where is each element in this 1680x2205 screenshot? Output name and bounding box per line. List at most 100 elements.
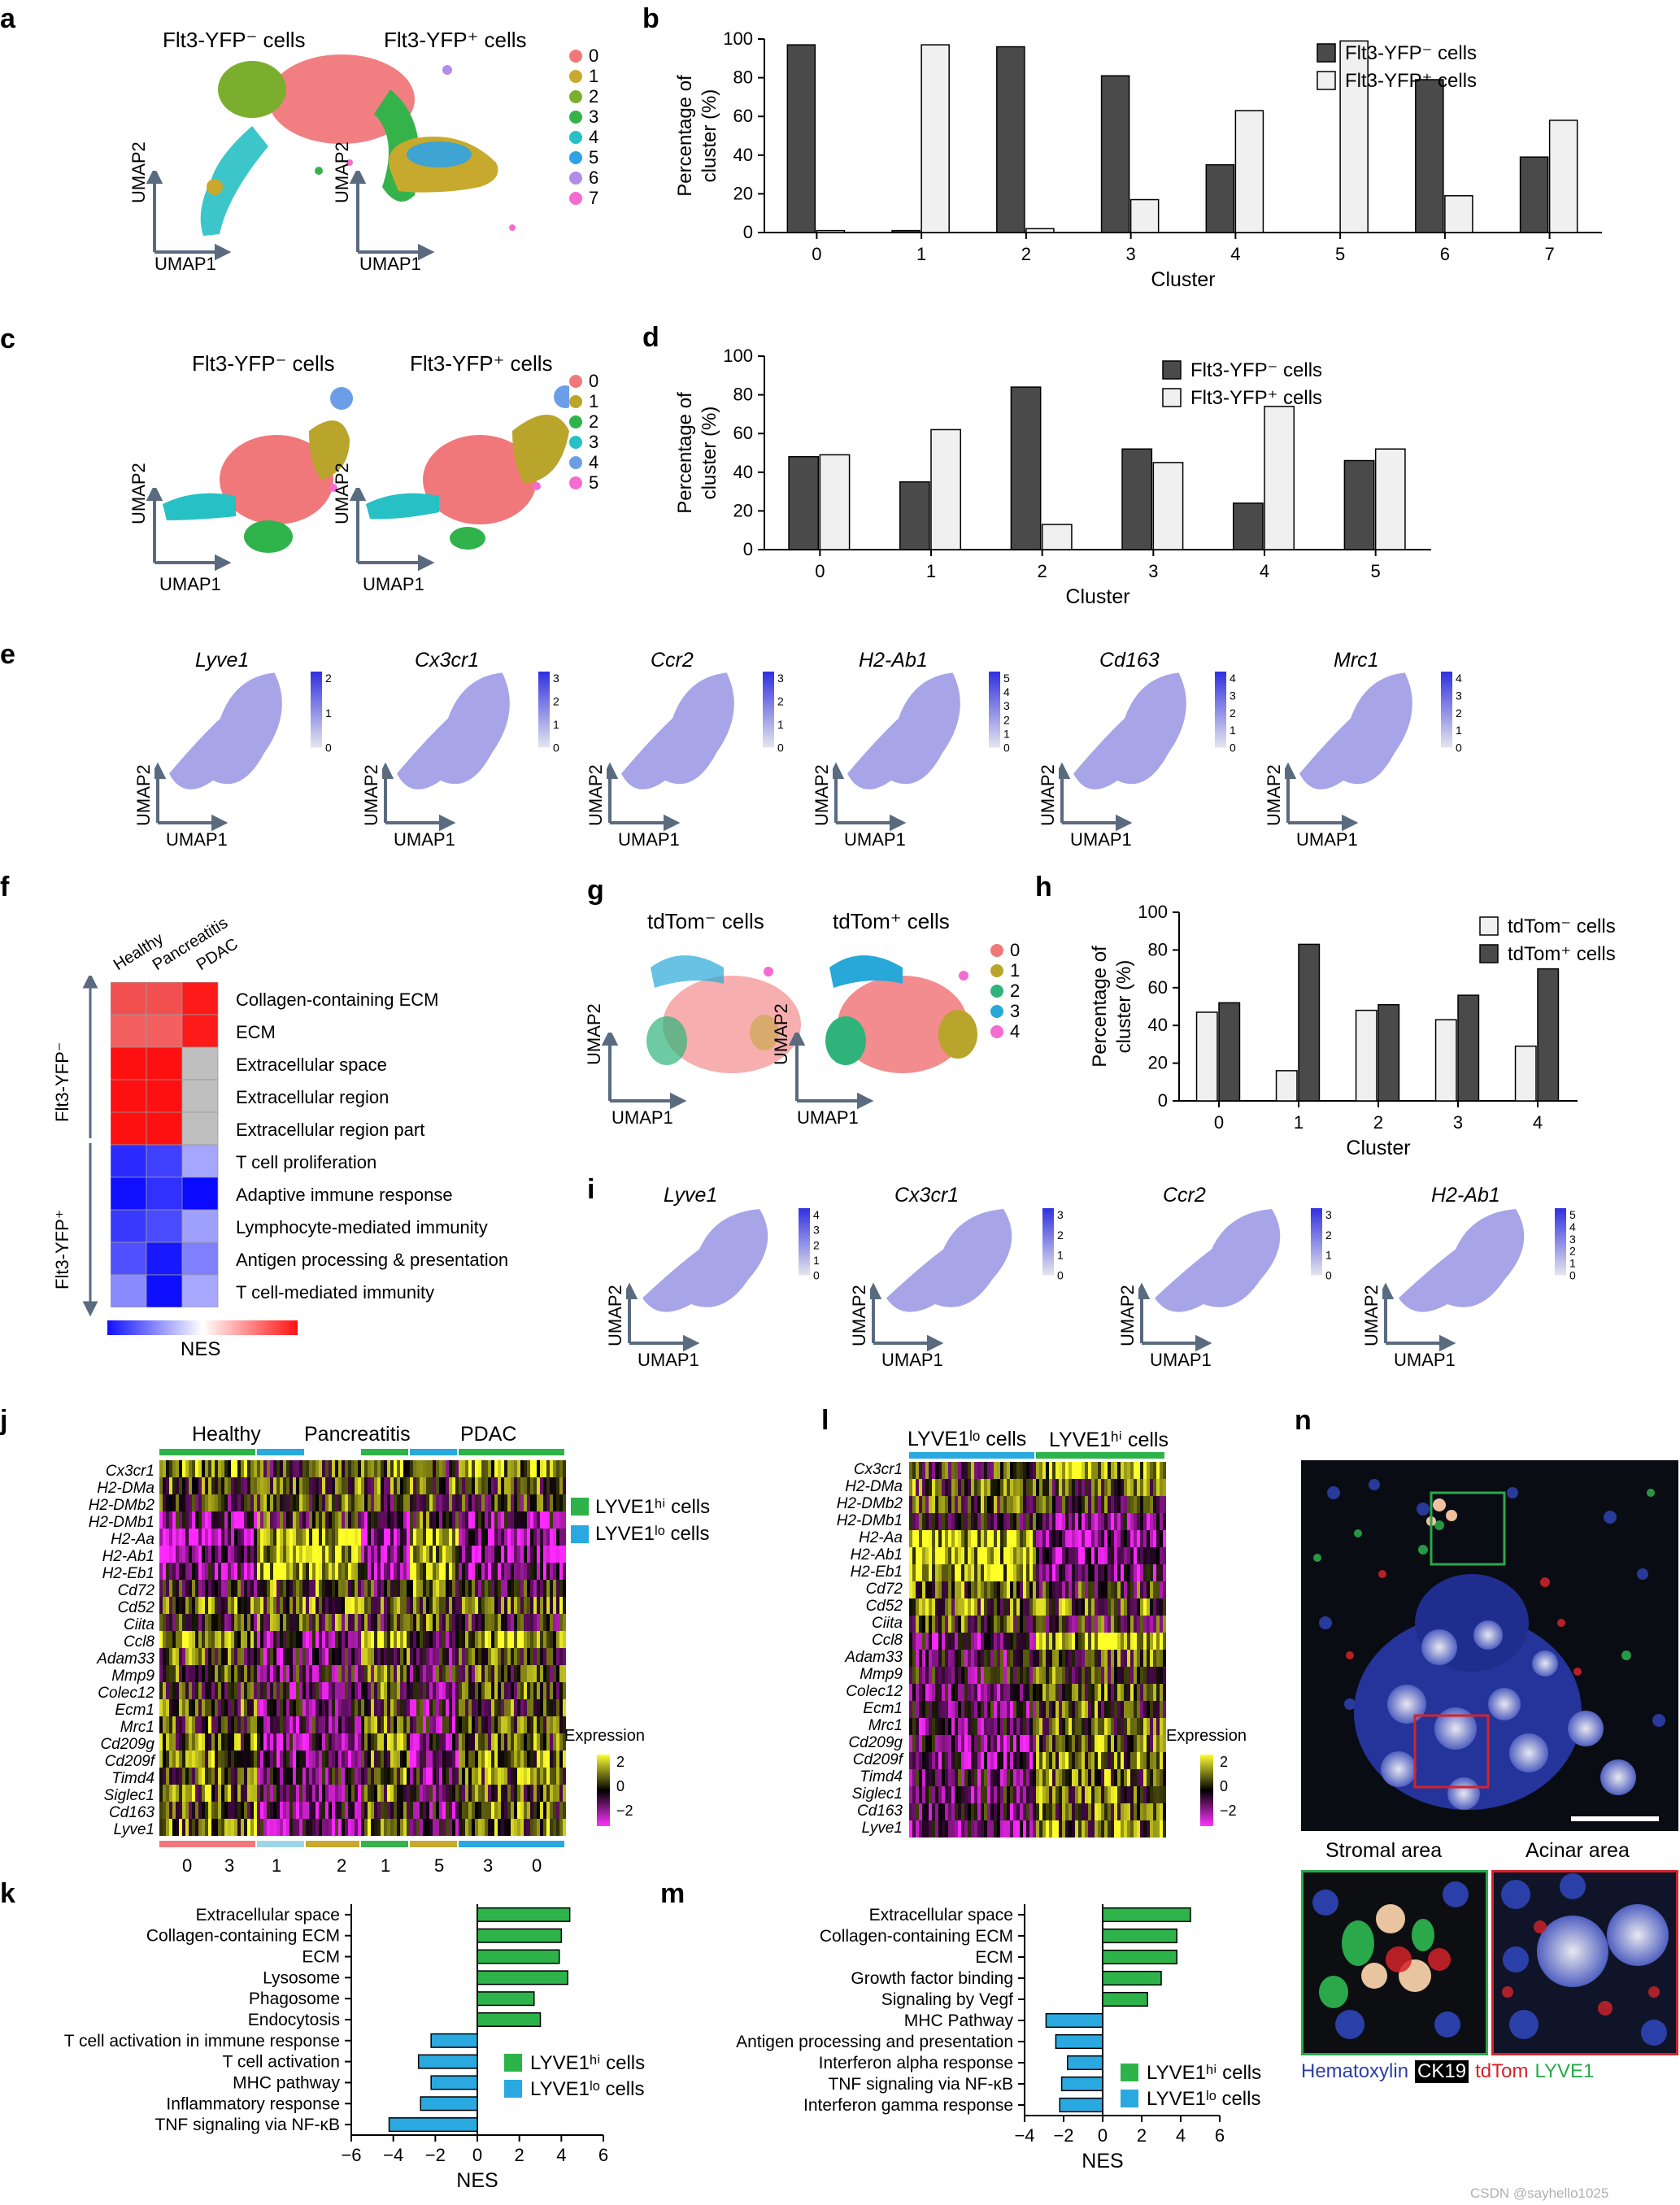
expr-cell	[394, 1682, 397, 1699]
expr-cell	[241, 1802, 244, 1819]
expr-cell	[1007, 1530, 1010, 1547]
expr-cell	[390, 1580, 394, 1597]
expr-cell	[916, 1803, 919, 1820]
expr-cell	[1062, 1616, 1065, 1633]
expr-cell	[475, 1546, 478, 1563]
expression-colorbar	[1215, 672, 1226, 748]
expr-cell	[1156, 1530, 1160, 1547]
expr-cell	[329, 1631, 332, 1648]
expr-cell	[169, 1665, 172, 1682]
group-bar	[459, 1449, 564, 1455]
expr-cell	[1049, 1616, 1052, 1633]
expr-cell	[403, 1733, 407, 1751]
expr-cell	[951, 1769, 955, 1786]
expr-cell	[1114, 1735, 1117, 1752]
expr-cell	[338, 1563, 342, 1580]
expr-cell	[1020, 1786, 1023, 1803]
expr-cell	[319, 1733, 322, 1751]
expr-cell	[338, 1699, 342, 1716]
expr-cell	[172, 1529, 176, 1546]
expr-cell	[325, 1682, 329, 1699]
expr-cell	[550, 1648, 553, 1665]
expr-cell	[517, 1597, 520, 1614]
expr-cell	[1091, 1462, 1095, 1479]
expr-cell	[491, 1494, 494, 1511]
expr-cell	[504, 1546, 507, 1563]
expr-cell	[1020, 1667, 1023, 1684]
expr-cell	[316, 1768, 319, 1785]
expr-cell	[433, 1563, 436, 1580]
expr-cell	[498, 1563, 501, 1580]
expr-cell	[381, 1665, 384, 1682]
expr-cell	[205, 1614, 208, 1631]
expr-cell	[543, 1477, 546, 1494]
expr-cell	[1036, 1786, 1039, 1803]
expr-cell	[407, 1597, 410, 1614]
expr-cell	[478, 1751, 481, 1768]
expr-cell	[1065, 1752, 1068, 1769]
expr-cell	[491, 1768, 494, 1785]
expr-cell	[247, 1648, 250, 1665]
expr-cell	[260, 1648, 263, 1665]
expr-cell	[929, 1479, 932, 1496]
colorbar-tick: 0	[813, 1269, 820, 1282]
expr-cell	[997, 1581, 1000, 1598]
group-label-lo: LYVE1ˡᵒ cells	[907, 1428, 1027, 1450]
expr-cell	[221, 1614, 224, 1631]
expression-title-j: Expression	[564, 1727, 645, 1745]
expr-cell	[374, 1716, 377, 1733]
expr-cell	[364, 1614, 368, 1631]
expr-cell	[1143, 1786, 1147, 1803]
expr-cell	[241, 1785, 244, 1802]
expr-cell	[390, 1477, 394, 1494]
expr-cell	[429, 1682, 433, 1699]
expr-cell	[218, 1665, 221, 1682]
expr-cell	[172, 1477, 176, 1494]
expr-cell	[280, 1631, 283, 1648]
expr-cell	[1150, 1496, 1153, 1513]
expr-cell	[1130, 1581, 1134, 1598]
expr-cell	[1029, 1547, 1033, 1564]
expr-cell	[221, 1477, 224, 1494]
legend-label: 0	[589, 46, 599, 66]
expr-cell	[916, 1735, 919, 1752]
legend-label: 3	[1010, 1001, 1021, 1021]
expr-cell	[556, 1699, 559, 1716]
expr-cell	[530, 1682, 533, 1699]
expr-cell	[459, 1494, 462, 1511]
expr-cell	[332, 1460, 335, 1477]
expr-cell	[533, 1494, 537, 1511]
expr-cell	[1010, 1820, 1013, 1838]
expr-cell	[234, 1802, 237, 1819]
expr-cell	[990, 1616, 994, 1633]
expr-cell	[420, 1580, 423, 1597]
expr-cell	[1039, 1701, 1042, 1718]
expr-cell	[289, 1529, 293, 1546]
expr-cell	[390, 1563, 394, 1580]
expr-cell	[205, 1699, 208, 1716]
expr-cell	[1147, 1752, 1150, 1769]
expr-cell	[312, 1597, 316, 1614]
expr-cell	[481, 1546, 485, 1563]
expr-cell	[159, 1477, 163, 1494]
expr-cell	[990, 1530, 994, 1547]
expr-cell	[316, 1546, 319, 1563]
expr-cell	[166, 1546, 169, 1563]
expr-cell	[1078, 1803, 1082, 1820]
expr-cell	[475, 1563, 478, 1580]
expr-cell	[942, 1547, 945, 1564]
expr-cell	[1101, 1650, 1104, 1667]
expr-cell	[1130, 1701, 1134, 1718]
expr-cell	[420, 1511, 423, 1529]
expr-cell	[1143, 1462, 1147, 1479]
expr-cell	[166, 1511, 169, 1529]
expr-cell	[400, 1631, 403, 1648]
expr-cell	[912, 1581, 916, 1598]
expr-cell	[221, 1631, 224, 1648]
expr-cell	[377, 1511, 381, 1529]
expr-cell	[166, 1563, 169, 1580]
group-label-healthy: Healthy	[192, 1423, 261, 1446]
expr-cell	[984, 1684, 987, 1701]
expr-cell	[929, 1803, 932, 1820]
expr-cell	[945, 1718, 948, 1735]
